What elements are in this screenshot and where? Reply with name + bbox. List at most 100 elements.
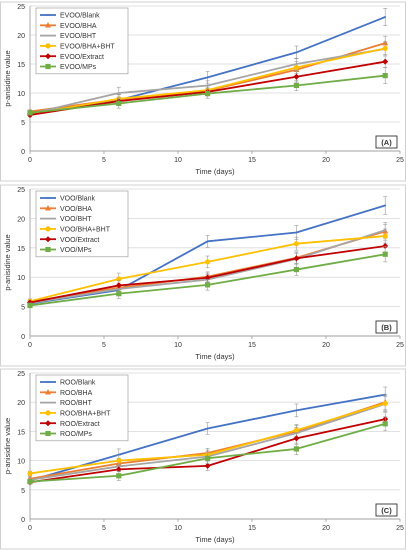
y-tick-label: 0 <box>21 334 25 341</box>
data-point <box>206 240 209 243</box>
x-tick-label: 10 <box>174 342 182 349</box>
legend-item: VOO/Extract <box>40 236 99 244</box>
legend-item: VOO/BHT <box>40 216 92 223</box>
legend-item: ROO/BHA+BHT <box>40 410 111 418</box>
legend-label: ROO/Extract <box>60 421 100 428</box>
y-axis-label: p-anisidine value <box>3 418 12 474</box>
legend-item: EVOO/MPs <box>40 63 97 71</box>
data-point <box>45 226 51 232</box>
data-point <box>205 90 211 97</box>
x-tick-label: 5 <box>102 157 106 164</box>
x-tick-label: 15 <box>248 157 256 164</box>
data-point <box>45 246 51 253</box>
series-evoo-mps <box>27 67 388 116</box>
x-axis-label: Time (days) <box>195 535 235 544</box>
chart-panel-a: 0 5 10 15 20 25 0 5 10 15 20 25 Time (days) p-anisidi… <box>0 1 406 182</box>
legend-label: EVOO/BHA+BHT <box>60 44 115 51</box>
legend-label: ROO/BHA <box>60 390 93 397</box>
data-point <box>205 282 211 288</box>
x-tick-label: 20 <box>322 525 330 532</box>
data-point <box>382 45 388 51</box>
y-tick-label: 15 <box>17 62 25 69</box>
data-point <box>205 259 211 265</box>
data-point <box>295 231 298 234</box>
data-point <box>47 34 49 37</box>
legend-label: EVOO/MPs <box>60 64 97 71</box>
data-point <box>293 427 299 433</box>
data-point <box>382 243 389 250</box>
x-axis-label: Time (days) <box>195 167 235 176</box>
legend-item: EVOO/Extract <box>40 53 104 61</box>
y-tick-label: 20 <box>17 216 25 223</box>
chart-panel-b: 0 5 10 15 20 25 0 5 10 15 20 25 Time (days) p-anisidi… <box>0 184 406 367</box>
series-voo-mps <box>27 246 388 309</box>
data-point <box>47 14 49 16</box>
data-point <box>295 51 298 54</box>
data-point <box>293 435 300 442</box>
legend-item: VOO/BHA+BHT <box>40 226 111 234</box>
data-point <box>27 470 33 477</box>
panel-label-box <box>375 135 398 149</box>
data-point <box>45 205 51 211</box>
y-tick-label: 10 <box>17 275 25 282</box>
y-tick-label: 20 <box>17 33 25 40</box>
legend-item: EVOO/BHT <box>40 33 97 40</box>
y-axis-label: p-anisidine value <box>3 50 12 106</box>
x-tick-label: 25 <box>396 157 404 164</box>
legend-label: VOO/Blank <box>60 196 96 203</box>
legend-label: ROO/Blank <box>60 380 96 387</box>
x-tick-label: 15 <box>248 525 256 532</box>
y-tick-label: 10 <box>17 459 25 466</box>
data-point <box>115 282 122 289</box>
y-tick-label: 25 <box>17 371 25 378</box>
legend-item: ROO/Blank <box>40 380 96 387</box>
data-point <box>27 302 33 309</box>
x-tick-label: 0 <box>28 525 32 532</box>
data-point <box>45 22 51 28</box>
y-tick-label: 15 <box>17 246 25 253</box>
legend-label: EVOO/BHT <box>60 33 97 40</box>
data-point <box>45 430 51 437</box>
data-point <box>45 389 51 395</box>
x-tick-label: 25 <box>396 525 404 532</box>
data-point <box>293 64 299 71</box>
data-point <box>116 458 122 464</box>
data-point <box>116 276 122 282</box>
data-point <box>116 100 122 107</box>
data-point <box>293 82 299 89</box>
y-tick-label: 5 <box>21 120 25 127</box>
y-tick-label: 0 <box>21 517 25 524</box>
legend: ROO/Blank ROO/BHA ROO/BHT ROO/BHA+BHT ROO/Ex… <box>35 374 129 442</box>
data-point <box>47 381 49 383</box>
panel-label: (B) <box>381 323 392 332</box>
y-tick-label: 20 <box>17 400 25 407</box>
data-point <box>116 291 122 297</box>
legend-item: ROO/BHA <box>40 389 93 397</box>
legend-label: EVOO/BHA <box>60 23 97 30</box>
data-point <box>116 473 122 479</box>
data-point <box>382 251 388 257</box>
y-tick-label: 10 <box>17 91 25 98</box>
y-axis-label: p-anisidine value <box>3 234 12 290</box>
x-tick-label: 20 <box>322 157 330 164</box>
data-point <box>45 410 51 416</box>
x-tick-label: 20 <box>322 342 330 349</box>
data-point <box>382 400 388 406</box>
legend-label: VOO/MPs <box>60 247 92 254</box>
y-tick-label: 5 <box>21 488 25 495</box>
data-point <box>295 409 298 412</box>
data-point <box>384 16 387 18</box>
y-tick-label: 25 <box>17 4 25 11</box>
x-tick-label: 5 <box>102 525 106 532</box>
data-point <box>47 197 49 199</box>
data-point <box>45 236 51 243</box>
x-axis-label: Time (days) <box>195 352 235 361</box>
data-point <box>45 43 51 49</box>
legend-label: ROO/BHA+BHT <box>60 411 111 418</box>
legend-label: VOO/Extract <box>60 237 99 244</box>
legend-label: ROO/MPs <box>60 431 92 438</box>
legend-item: VOO/BHA <box>40 205 92 213</box>
data-point <box>206 427 209 430</box>
legend-item: EVOO/BHA+BHT <box>40 43 115 51</box>
